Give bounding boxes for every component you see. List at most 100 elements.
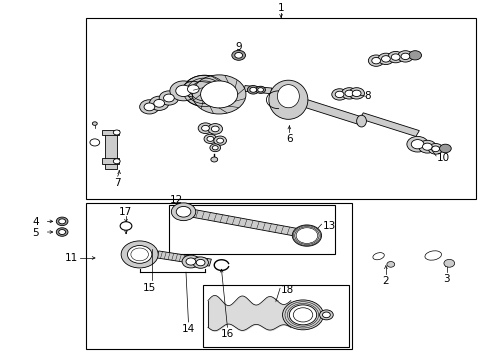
Circle shape [334, 91, 343, 98]
Circle shape [322, 312, 330, 318]
Ellipse shape [372, 253, 384, 260]
Circle shape [231, 50, 245, 60]
Circle shape [176, 206, 190, 217]
Text: 8: 8 [363, 91, 370, 101]
Circle shape [351, 90, 360, 96]
Text: 11: 11 [64, 253, 78, 263]
Circle shape [296, 228, 317, 243]
Circle shape [406, 136, 427, 152]
Circle shape [257, 88, 263, 92]
Circle shape [121, 241, 158, 268]
Polygon shape [156, 251, 211, 266]
Circle shape [289, 305, 316, 325]
Circle shape [183, 75, 225, 107]
Circle shape [381, 56, 389, 62]
Circle shape [127, 246, 152, 263]
Circle shape [216, 138, 223, 143]
Polygon shape [303, 100, 363, 125]
Circle shape [171, 203, 195, 221]
Circle shape [59, 230, 65, 234]
FancyBboxPatch shape [104, 134, 117, 169]
Circle shape [113, 159, 120, 164]
Bar [102, 158, 119, 164]
Circle shape [90, 139, 100, 146]
Circle shape [331, 89, 346, 100]
Circle shape [200, 81, 237, 108]
Circle shape [234, 53, 242, 58]
Circle shape [439, 144, 450, 153]
Circle shape [201, 125, 209, 131]
Text: 9: 9 [235, 42, 242, 52]
Circle shape [203, 134, 216, 144]
Circle shape [192, 257, 208, 268]
Circle shape [386, 261, 394, 267]
Circle shape [211, 126, 219, 132]
Circle shape [255, 86, 265, 93]
Bar [86, 18, 475, 199]
Circle shape [443, 260, 454, 267]
Circle shape [282, 300, 323, 330]
Text: 1: 1 [277, 3, 284, 13]
Circle shape [175, 85, 191, 96]
Circle shape [422, 143, 431, 150]
Circle shape [113, 130, 120, 135]
Circle shape [169, 81, 197, 101]
Circle shape [159, 91, 178, 105]
Circle shape [390, 54, 399, 60]
Circle shape [410, 140, 423, 149]
Bar [86, 203, 351, 348]
Circle shape [249, 87, 256, 92]
Circle shape [59, 219, 65, 224]
Circle shape [182, 255, 199, 268]
Ellipse shape [424, 251, 441, 260]
Circle shape [344, 90, 353, 96]
Circle shape [367, 55, 383, 66]
Circle shape [292, 225, 321, 246]
Circle shape [120, 222, 132, 230]
Circle shape [131, 248, 148, 261]
Circle shape [319, 310, 332, 320]
Text: 13: 13 [322, 221, 335, 231]
Circle shape [247, 86, 259, 94]
Text: 2: 2 [382, 276, 388, 286]
Circle shape [56, 217, 68, 226]
Text: 5: 5 [32, 228, 39, 238]
Text: 4: 4 [32, 217, 39, 228]
Polygon shape [177, 207, 301, 237]
Circle shape [397, 51, 412, 62]
Bar [102, 130, 119, 135]
Circle shape [92, 122, 97, 125]
Text: 3: 3 [443, 274, 449, 284]
Circle shape [210, 157, 217, 162]
Bar [168, 204, 334, 255]
Ellipse shape [268, 80, 307, 119]
Circle shape [140, 100, 159, 114]
Circle shape [212, 146, 218, 150]
Circle shape [154, 99, 164, 107]
Circle shape [341, 88, 356, 99]
Circle shape [198, 123, 212, 134]
Text: 17: 17 [118, 207, 131, 217]
Text: 6: 6 [285, 134, 292, 144]
Circle shape [408, 51, 421, 60]
Circle shape [387, 51, 403, 63]
Circle shape [207, 123, 222, 134]
Text: 16: 16 [221, 329, 234, 339]
Circle shape [163, 94, 174, 102]
Circle shape [298, 229, 315, 242]
Polygon shape [359, 113, 419, 136]
Text: 12: 12 [169, 195, 183, 204]
Circle shape [196, 260, 204, 266]
Bar [203, 285, 348, 347]
Circle shape [427, 144, 442, 154]
Circle shape [293, 308, 312, 322]
Text: 7: 7 [114, 178, 121, 188]
Circle shape [213, 136, 226, 145]
Circle shape [149, 96, 168, 111]
Ellipse shape [356, 115, 366, 127]
Circle shape [192, 75, 245, 114]
Circle shape [418, 140, 435, 153]
Circle shape [431, 146, 439, 152]
Circle shape [206, 136, 213, 141]
Text: 18: 18 [281, 285, 294, 295]
